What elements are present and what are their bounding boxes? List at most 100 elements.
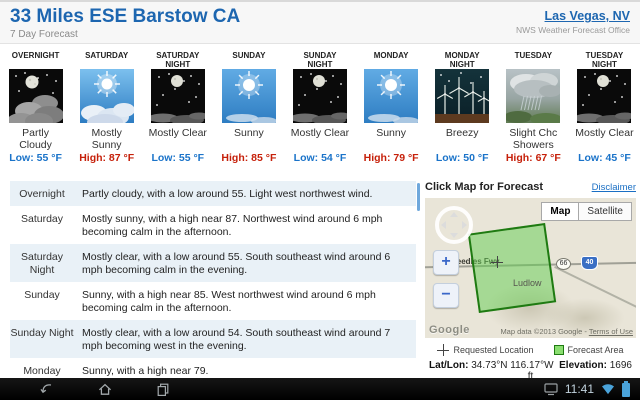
legend-forecast-area: Forecast Area	[553, 345, 624, 355]
latlon-label: Lat/Lon:	[429, 360, 469, 371]
detail-table: Overnight Partly cloudy, with a low aroun…	[10, 181, 416, 378]
sunny-icon	[364, 69, 419, 123]
forecast-text-row: Monday Sunny, with a high near 79.	[10, 358, 416, 378]
forecast-text-row: Overnight Partly cloudy, with a low aroun…	[10, 181, 416, 206]
row-period-label: Monday	[23, 365, 61, 377]
forecast-column: SATURDAY NIGHT Mostly Clear Low: 55 °F	[142, 46, 213, 176]
night-mostly-clear-icon	[577, 69, 632, 123]
nav-buttons	[38, 378, 172, 400]
forecast-period-label: MONDAY NIGHT	[444, 51, 480, 69]
route-66-shield-icon: 66	[556, 258, 571, 270]
temperature-label: High: 87 °F	[79, 152, 135, 164]
sunny-icon	[221, 69, 276, 123]
condition-label: Partly Cloudy	[19, 127, 52, 151]
terrain-shading	[545, 298, 625, 338]
forecast-column: SATURDAY Mostly Sunny High: 87 °F	[71, 46, 142, 176]
zoom-out-button[interactable]: −	[433, 283, 459, 308]
night-mostly-clear-icon	[150, 69, 205, 123]
condition-label: Slight Chc Showers	[509, 127, 558, 151]
forecast-column: OVERNIGHT Partly Cloudy Low: 55 °F	[0, 46, 71, 176]
zoom-in-button[interactable]: +	[433, 250, 459, 275]
page-subtitle: 7 Day Forecast	[10, 29, 78, 40]
clock: 11:41	[564, 382, 594, 396]
row-forecast-text: Mostly clear, with a low around 55. Sout…	[82, 251, 391, 276]
forecast-strip: OVERNIGHT Partly Cloudy Low: 55 °F SATURDA…	[0, 46, 640, 176]
temperature-label: Low: 55 °F	[9, 152, 62, 164]
table-scrollbar[interactable]	[417, 183, 420, 211]
forecast-area-swatch-icon	[553, 345, 564, 355]
row-forecast-text: Sunny, with a high near 85. West northwe…	[82, 289, 376, 314]
condition-label: Mostly Sunny	[91, 127, 122, 151]
forecast-period-label: MONDAY	[373, 51, 409, 60]
crosshair-icon	[437, 344, 450, 356]
map-attribution: Map data ©2013 Google - Terms of Use	[500, 327, 633, 336]
forecast-period-label: SUNDAY	[232, 51, 266, 60]
forecast-text-row: Saturday Mostly sunny, with a high near 8…	[10, 206, 416, 244]
satellite-view-button[interactable]: Satellite	[579, 202, 632, 221]
condition-label: Mostly Clear	[575, 127, 634, 139]
page-header: 33 Miles ESE Barstow CA 7 Day Forecast L…	[0, 0, 640, 44]
back-button[interactable]	[38, 381, 56, 397]
temperature-label: Low: 50 °F	[435, 152, 489, 164]
elevation-label: Elevation:	[559, 360, 607, 371]
terms-of-use-link[interactable]: Terms of Use	[588, 327, 633, 336]
forecast-text-row: Sunday Sunny, with a high near 85. West n…	[10, 282, 416, 320]
place-label: Ludlow	[513, 278, 542, 288]
recent-apps-button[interactable]	[154, 381, 172, 397]
condition-label: Mostly Clear	[148, 127, 207, 139]
forecast-period-label: SATURDAY NIGHT	[156, 51, 200, 69]
disclaimer-link[interactable]: Disclaimer	[591, 182, 636, 193]
home-button[interactable]	[96, 381, 114, 397]
night-breezy-icon	[435, 69, 490, 123]
forecast-column: MONDAY NIGHT Breezy Low: 50 °F	[427, 46, 498, 176]
condition-label: Breezy	[445, 127, 479, 139]
pan-right-icon[interactable]	[462, 221, 467, 229]
forecast-area-polygon	[467, 222, 557, 314]
attribution-text: Map data ©2013 Google -	[500, 327, 587, 336]
row-forecast-text: Sunny, with a high near 79.	[82, 365, 209, 377]
forecast-column: MONDAY Sunny High: 79 °F	[356, 46, 427, 176]
office-link[interactable]: Las Vegas, NV	[544, 9, 630, 23]
google-logo: Google	[429, 324, 470, 336]
map-zoom-control: + −	[433, 250, 459, 316]
forecast-column: SUNDAY Sunny High: 85 °F	[213, 46, 284, 176]
map-title: Click Map for Forecast	[425, 181, 543, 193]
row-forecast-text: Partly cloudy, with a low around 55. Lig…	[82, 188, 373, 200]
forecast-period-label: SUNDAY NIGHT	[303, 51, 337, 69]
display-notification-icon	[544, 382, 558, 395]
map-pan-control[interactable]	[435, 206, 473, 244]
page-title: 33 Miles ESE Barstow CA	[10, 6, 241, 27]
temperature-label: High: 67 °F	[505, 152, 561, 164]
pan-left-icon[interactable]	[441, 221, 446, 229]
forecast-period-label: OVERNIGHT	[11, 51, 60, 60]
legend-requested-label: Requested Location	[453, 345, 534, 355]
temperature-label: Low: 45 °F	[578, 152, 631, 164]
status-cluster[interactable]: 11:41	[544, 378, 630, 400]
latlon-line: Lat/Lon: 34.73°N 116.17°W Elevation: 169…	[425, 360, 636, 382]
forecast-column: SUNDAY NIGHT Mostly Clear Low: 54 °F	[284, 46, 355, 176]
map-header: Click Map for Forecast Disclaimer	[425, 181, 636, 198]
forecast-text-row: Sunday Night Mostly clear, with a low aro…	[10, 320, 416, 358]
forecast-period-label: TUESDAY	[514, 51, 553, 60]
forecast-column: TUESDAY Slight Chc Showers High: 67 °F	[498, 46, 569, 176]
requested-location-crosshair-icon	[491, 256, 503, 268]
office-block: Las Vegas, NV NWS Weather Forecast Offic…	[516, 9, 630, 35]
condition-label: Sunny	[376, 127, 406, 139]
forecast-map[interactable]: Needles Fwy Ludlow 66 40 + − Map Satelli…	[425, 198, 636, 338]
row-forecast-text: Mostly clear, with a low around 54. Sout…	[82, 327, 391, 352]
condition-label: Sunny	[233, 127, 264, 139]
interstate-40-shield-icon: 40	[581, 256, 598, 270]
pan-up-icon[interactable]	[450, 212, 458, 217]
condition-label: Mostly Clear	[290, 127, 350, 139]
temperature-label: Low: 54 °F	[293, 152, 347, 164]
latlon-value: 34.73°N 116.17°W	[471, 360, 554, 371]
row-period-label: Sunday Night	[10, 327, 74, 339]
temperature-label: High: 79 °F	[363, 152, 419, 164]
night-partly-cloudy-icon	[8, 69, 63, 123]
pan-down-icon[interactable]	[450, 233, 458, 238]
temperature-label: Low: 55 °F	[151, 152, 205, 164]
map-view-button[interactable]: Map	[541, 202, 580, 221]
row-period-label: Saturday	[20, 213, 64, 225]
row-period-label: Sunday	[24, 289, 60, 301]
forecast-period-label: SATURDAY	[85, 51, 129, 60]
